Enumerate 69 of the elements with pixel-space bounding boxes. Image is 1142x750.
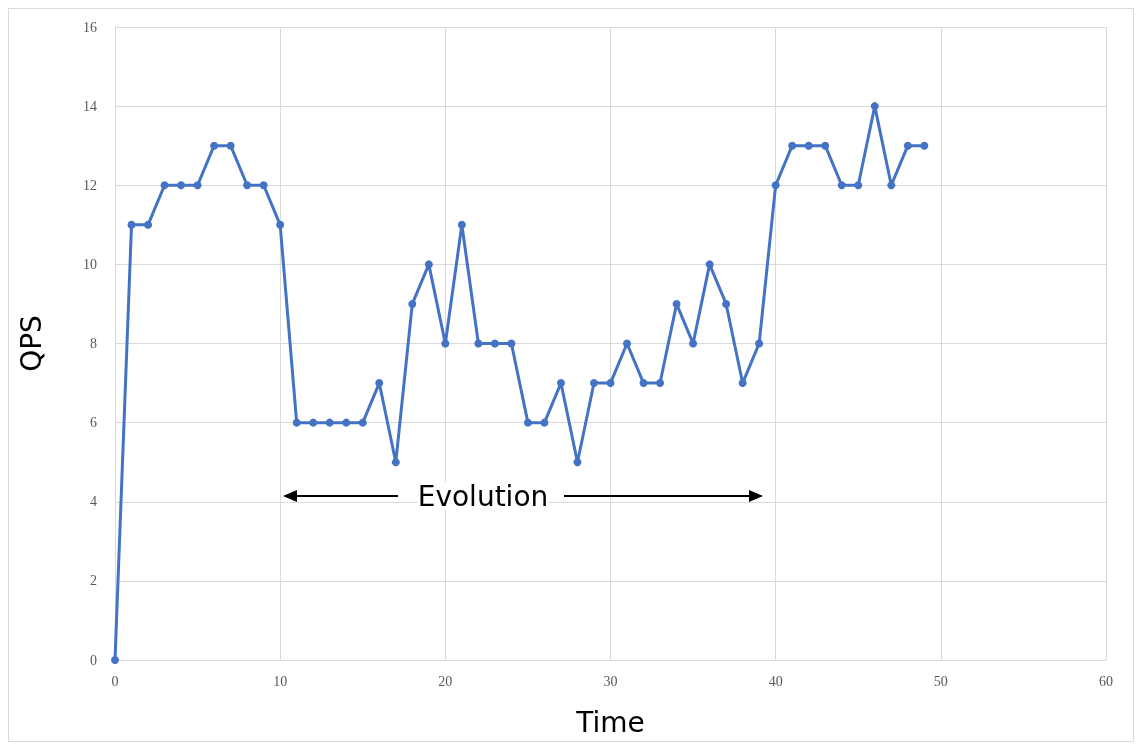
y-tick-label: 8 [90, 336, 97, 351]
point [639, 379, 648, 388]
point [391, 458, 400, 467]
point [705, 260, 714, 269]
point [556, 379, 565, 388]
point [408, 299, 417, 308]
point [127, 220, 136, 229]
point [292, 418, 301, 427]
y-tick-label: 4 [90, 494, 97, 510]
point [259, 181, 268, 190]
x-axis-title: Time [575, 705, 645, 739]
point [210, 141, 219, 150]
y-tick-label: 12 [83, 177, 97, 193]
point [375, 379, 384, 388]
point [920, 141, 929, 150]
point [193, 181, 202, 190]
point [523, 418, 532, 427]
y-tick-label: 14 [83, 98, 97, 114]
point [854, 181, 863, 190]
point [540, 418, 549, 427]
point [837, 181, 846, 190]
point [309, 418, 318, 427]
point [177, 181, 186, 190]
x-tick-label: 0 [111, 673, 119, 689]
point [342, 418, 351, 427]
point [623, 339, 632, 348]
point [441, 339, 450, 348]
point [689, 339, 698, 348]
point [474, 339, 483, 348]
x-tick-label: 20 [438, 673, 453, 689]
y-tick-label: 6 [90, 415, 97, 431]
point [226, 141, 235, 150]
point [656, 379, 665, 388]
point [111, 656, 119, 664]
point [457, 220, 466, 229]
point [804, 141, 813, 150]
point [870, 102, 879, 111]
y-tick-label: 2 [90, 573, 97, 589]
point [573, 458, 582, 467]
y-tick-label: 0 [90, 652, 97, 668]
point [424, 260, 433, 269]
point [589, 379, 598, 388]
point [722, 299, 731, 308]
y-axis-title: QPS [14, 315, 48, 372]
point [507, 339, 516, 348]
x-tick-label: 60 [1099, 673, 1113, 689]
point [738, 379, 747, 388]
point [144, 220, 153, 229]
point [325, 418, 334, 427]
point [606, 379, 615, 388]
x-tick-label: 30 [603, 673, 618, 689]
y-tick-label: 16 [83, 19, 97, 35]
x-tick-label: 40 [768, 673, 783, 689]
point [276, 220, 285, 229]
point [771, 181, 780, 190]
point [821, 141, 830, 150]
point [788, 141, 797, 150]
point [755, 339, 764, 348]
annotation: Evolution [417, 479, 549, 513]
point [358, 418, 367, 427]
point [887, 181, 896, 190]
x-tick-label: 10 [273, 673, 288, 689]
point [903, 141, 912, 150]
point [672, 299, 681, 308]
point [243, 181, 252, 190]
point [490, 339, 499, 348]
point [160, 181, 169, 190]
x-tick-label: 50 [933, 673, 948, 689]
y-tick-label: 10 [83, 256, 97, 272]
